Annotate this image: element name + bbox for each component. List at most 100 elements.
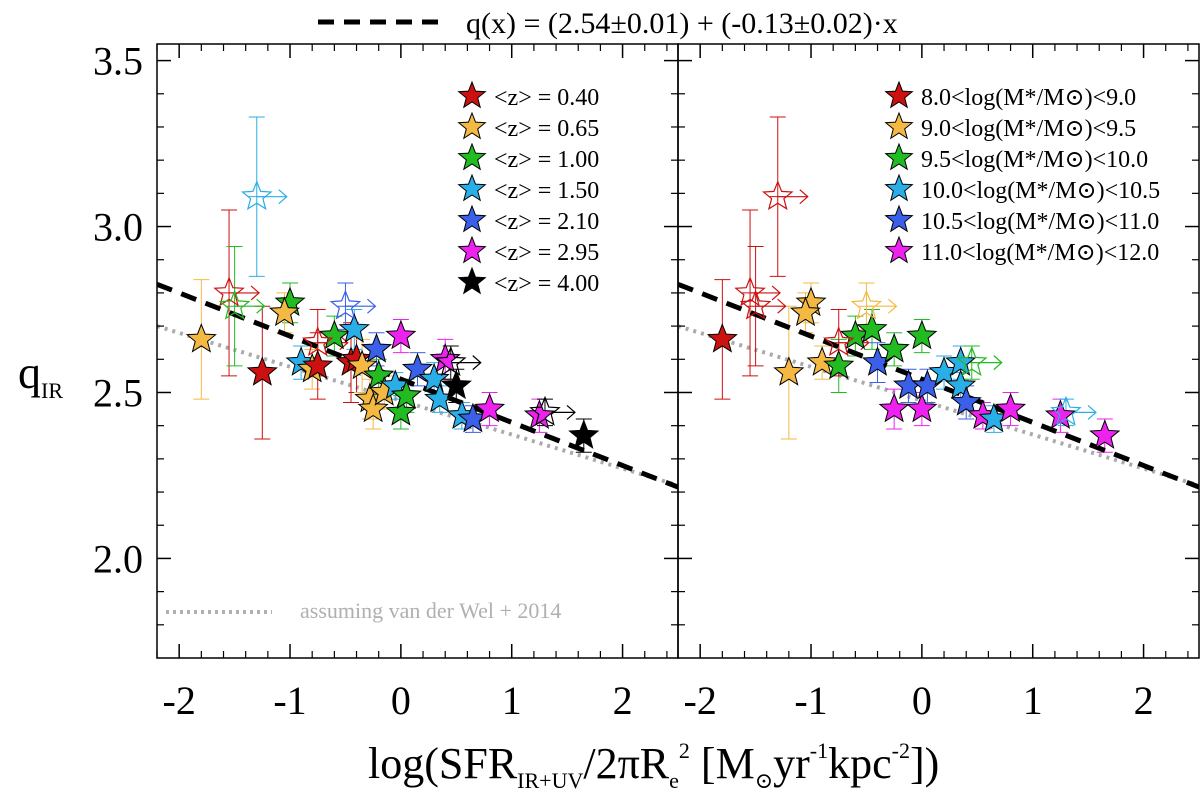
data-point-star-open: [850, 289, 883, 320]
y-axis-label-main: q: [18, 347, 41, 398]
x-axis-label-part: -1: [810, 738, 828, 763]
fit-legend: q(x) = (2.54±0.01) + (-0.13±0.02)·x: [318, 7, 898, 40]
data-point-star-open: [734, 276, 766, 307]
data-point-star: [878, 332, 910, 363]
x-tick-label: 1: [502, 678, 522, 723]
legend-star: [457, 266, 487, 295]
plot-area: [678, 116, 1199, 490]
x-axis-label-part: kpc: [828, 739, 892, 788]
fit-legend-label: q(x) = (2.54±0.01) + (-0.13±0.02)·x: [466, 7, 898, 40]
data-point-star: [568, 419, 600, 449]
x-axis-label-part: 2: [679, 738, 690, 763]
legend-star: [884, 173, 914, 202]
legend-label: <z> = 1.00: [494, 147, 599, 173]
data-point-star-open: [955, 345, 988, 377]
data-point-star: [346, 349, 378, 380]
data-point-star: [246, 356, 278, 386]
legend-star: [884, 204, 914, 233]
data-point-star: [789, 296, 822, 327]
lower-limit-arrow: [234, 298, 266, 314]
data-point-star: [995, 392, 1027, 423]
lower-limit-arrow: [777, 189, 809, 205]
data-point-star: [385, 319, 417, 350]
legend-star: [884, 235, 914, 264]
panel-right: -2 -1 0 1 2 8.0<log(M*/M⊙)<9.0 9.0<log(M*/M⊙)<…: [677, 43, 1200, 723]
legend-label: 11.0<log(M*/M⊙)<12.0: [921, 240, 1159, 266]
data-point-star: [268, 296, 301, 327]
x-tick-label: -2: [163, 678, 196, 723]
legend-label: 9.0<log(M*/M⊙)<9.5: [921, 116, 1136, 142]
legend-star: [457, 173, 487, 202]
data-point-star-open: [761, 180, 794, 211]
x-tick-label: -1: [273, 678, 306, 723]
x-tick-label: 0: [391, 678, 411, 723]
legend-label: 10.5<log(M*/M⊙)<11.0: [921, 209, 1159, 235]
y-tick-label: 3.0: [93, 205, 143, 250]
x-axis-label-part: [M: [690, 739, 755, 788]
data-point-star-open: [240, 180, 273, 211]
data-point-star: [357, 392, 389, 423]
data-point-star: [806, 346, 838, 376]
data-point-star-open: [739, 289, 772, 320]
legend-label: <z> = 4.00: [494, 271, 599, 297]
x-tick-label: 0: [912, 678, 932, 723]
legend-label: <z> = 0.65: [494, 116, 599, 142]
lower-limit-arrow: [450, 355, 482, 371]
x-axis-label-part: ⊙: [755, 768, 773, 793]
x-axis-label-part: log(SFR: [368, 739, 518, 788]
x-tick-label: -1: [794, 678, 827, 723]
data-point-star: [338, 313, 370, 343]
x-tick-label: 2: [1134, 678, 1154, 723]
legend-label: <z> = 1.50: [494, 178, 599, 204]
legend-label: <z> = 0.40: [494, 85, 599, 111]
x-tick-label: 2: [613, 678, 633, 723]
lower-limit-arrow: [345, 298, 377, 314]
x-axis-label-part: -2: [892, 738, 910, 763]
x-axis-label-part: yr: [773, 739, 810, 788]
data-point-star: [856, 313, 888, 343]
x-axis-label-part: IR+UV: [517, 768, 583, 793]
legend-star: [457, 235, 487, 264]
y-axis-label: qIR: [18, 347, 63, 403]
y-tick-label: 2.5: [93, 370, 143, 415]
dotted-reference-line: [678, 324, 1199, 488]
lower-limit-arrow: [256, 189, 288, 205]
axis-labels: qIR log(SFRIR+UV/2πRe2 [M⊙yr-1kpc-2]) as…: [18, 347, 939, 793]
legend-star: [457, 111, 487, 140]
data-point-star-open: [218, 289, 251, 320]
data-point-star-open: [434, 345, 467, 377]
legend-label: <z> = 2.10: [494, 209, 599, 235]
data-point-star: [474, 392, 506, 423]
data-point-star: [706, 323, 738, 353]
legend-label: 9.5<log(M*/M⊙)<10.0: [921, 147, 1148, 173]
y-tick-label: 2.0: [93, 536, 143, 581]
lower-limit-arrow: [755, 298, 787, 314]
legend-star: [457, 80, 487, 109]
x-axis-label-part: ]): [910, 739, 939, 788]
y-tick-label: 3.5: [93, 39, 143, 84]
data-point-star: [906, 392, 938, 423]
data-point-star: [440, 369, 472, 400]
dotted-line-note: assuming van der Wel + 2014: [300, 598, 561, 623]
x-axis-label-part: e: [669, 768, 679, 793]
data-point-star: [773, 356, 805, 386]
data-point-star: [385, 396, 417, 426]
x-tick-label: 1: [1023, 678, 1043, 723]
legend-star: [457, 142, 487, 171]
data-point-star: [945, 369, 977, 400]
lower-limit-arrow: [971, 355, 1003, 371]
x-tick-label: -2: [684, 678, 717, 723]
data-point-star: [401, 352, 434, 383]
legend-label: 10.0<log(M*/M⊙)<10.5: [921, 178, 1160, 204]
data-point-star: [1089, 419, 1121, 449]
data-point-star: [363, 359, 395, 390]
y-axis-label-sub: IR: [41, 378, 63, 403]
data-point-star-open: [529, 395, 561, 426]
legend-star: [884, 80, 914, 109]
legend-star: [457, 204, 487, 233]
data-point-star: [823, 349, 855, 380]
legend-star: [884, 111, 914, 140]
panel-left: -2 -1 0 1 2 2.0 2.5 3.0 3.5 <z> = 0.40 <z> = 0.65 <…: [93, 39, 679, 723]
x-axis-label-part: /2πR: [583, 739, 669, 788]
